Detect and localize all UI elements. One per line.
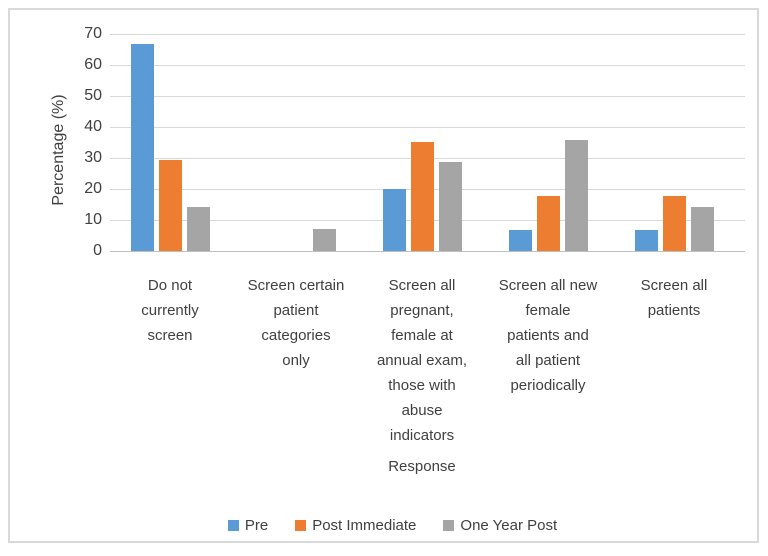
x-category-label: Screen all pregnant, female at annual ex… — [376, 277, 468, 444]
y-tick-label: 40 — [84, 118, 102, 135]
bar-one-year-post — [438, 162, 462, 251]
legend-label: Pre — [244, 517, 269, 534]
y-tick-label: 0 — [93, 242, 102, 259]
legend-item-pre: Pre — [227, 517, 269, 534]
bar-pre — [634, 230, 658, 251]
legend-swatch-one-year-post — [443, 520, 455, 531]
legend: Pre Post Immediate One Year Post — [18, 517, 767, 534]
y-tick-label: 60 — [84, 56, 102, 73]
bar-post-immediate — [410, 141, 434, 251]
legend-swatch-post-immediate — [295, 520, 307, 531]
gridline — [110, 64, 745, 66]
y-tick-label: 70 — [84, 25, 102, 42]
x-axis-title: Response — [388, 458, 456, 475]
plot-area: 0 10 20 30 40 50 60 70 Do not currently screen Sc… — [10, 10, 757, 541]
gridline — [110, 95, 745, 97]
x-category-label: Screen all new female patients and all p… — [498, 277, 598, 394]
bar-one-year-post — [564, 140, 588, 251]
bar-pre — [130, 44, 154, 251]
bar-post-immediate — [158, 159, 182, 251]
bar-pre — [382, 189, 406, 251]
x-category-label: Do not currently screen — [141, 277, 199, 344]
gridline — [110, 126, 745, 128]
gridline — [110, 33, 745, 35]
x-category-label: Screen all patients — [640, 277, 708, 319]
x-category-label: Screen certain patient categories only — [247, 277, 345, 369]
bar-one-year-post — [186, 206, 210, 251]
legend-item-one-year-post: One Year Post — [443, 517, 557, 534]
legend-label: One Year Post — [460, 517, 558, 534]
bar-one-year-post — [690, 206, 714, 251]
bar-post-immediate — [536, 196, 560, 251]
bar-one-year-post — [312, 228, 336, 251]
legend-swatch-pre — [227, 520, 239, 531]
y-tick-label: 10 — [84, 211, 102, 228]
y-tick-label: 20 — [84, 180, 102, 197]
y-tick-label: 30 — [84, 149, 102, 166]
x-axis-line — [110, 250, 745, 252]
y-tick-label: 50 — [84, 87, 102, 104]
bar-post-immediate — [662, 196, 686, 251]
chart-border-frame: Percentage (%) 0 10 20 30 40 50 60 70 Do not cur… — [8, 8, 759, 543]
legend-item-post-immediate: Post Immediate — [295, 517, 416, 534]
bar-pre — [508, 230, 532, 251]
legend-label: Post Immediate — [312, 517, 417, 534]
